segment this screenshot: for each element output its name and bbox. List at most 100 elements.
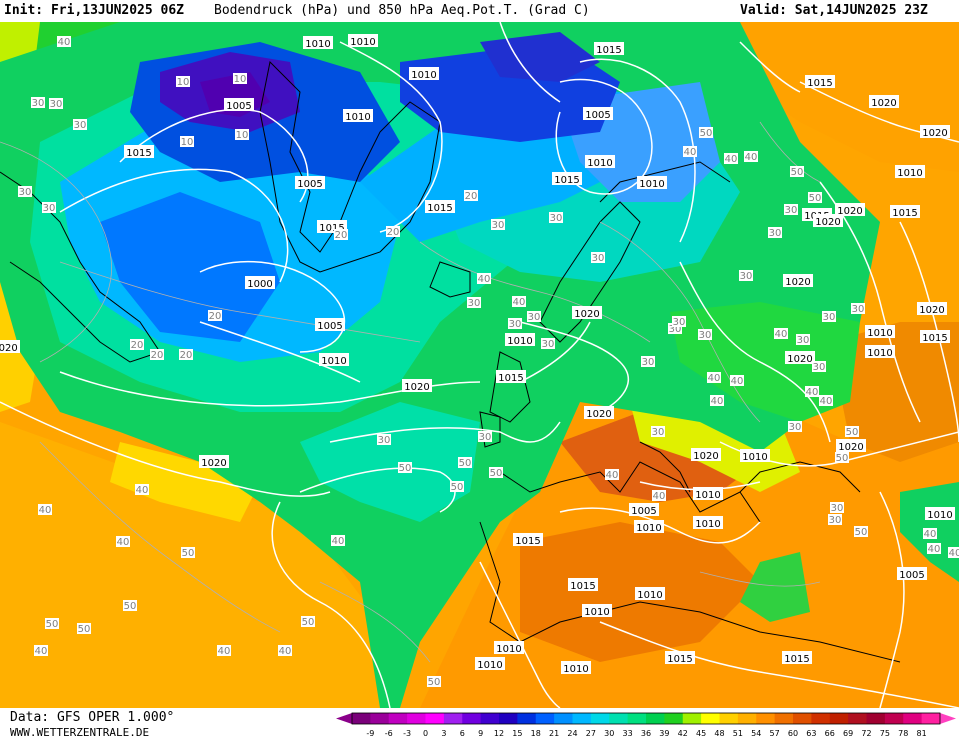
map-footer: Data: GFS OPER 1.000° WWW.WETTERZENTRALE… bbox=[0, 708, 959, 741]
colorbar-tick-label: 48 bbox=[714, 729, 724, 738]
isobar-label: 1020 bbox=[813, 214, 843, 228]
data-source: Data: GFS OPER 1.000° bbox=[10, 710, 175, 725]
theta-e-label: 20 bbox=[208, 310, 222, 322]
isobar-label-text: 1020 bbox=[404, 382, 429, 393]
isobar-label-text: 1020 bbox=[693, 451, 718, 462]
isobar-label-text: 1010 bbox=[695, 519, 720, 530]
isobar-label-text: 1015 bbox=[922, 333, 947, 344]
theta-e-label: 30 bbox=[788, 421, 802, 433]
theta-e-label-text: 50 bbox=[855, 527, 868, 538]
isobar-label-text: 1015 bbox=[515, 536, 540, 547]
isobar-label: 1015 bbox=[890, 205, 920, 219]
theta-e-label: 50 bbox=[427, 676, 441, 688]
theta-e-label: 30 bbox=[641, 356, 655, 368]
theta-e-label: 40 bbox=[774, 328, 788, 340]
isobar-label: 1010 bbox=[319, 353, 349, 367]
isobar-label-text: 1010 bbox=[345, 112, 370, 123]
theta-e-label-text: 30 bbox=[831, 503, 844, 514]
theta-e-label: 40 bbox=[57, 36, 71, 48]
theta-e-label: 30 bbox=[830, 502, 844, 514]
theta-e-label-text: 40 bbox=[708, 373, 721, 384]
theta-e-label: 50 bbox=[398, 462, 412, 474]
isobar-label: 1010 bbox=[343, 109, 373, 123]
colorbar-swatch bbox=[719, 713, 739, 724]
isobar-label-text: 1015 bbox=[554, 175, 579, 186]
colorbar-tick-label: 63 bbox=[806, 729, 816, 738]
theta-e-label: 30 bbox=[377, 434, 391, 446]
theta-e-label: 40 bbox=[724, 153, 738, 165]
isobar-label: 1005 bbox=[897, 567, 927, 581]
colorbar-tick-label: 30 bbox=[604, 729, 614, 738]
colorbar-swatch bbox=[535, 713, 555, 724]
colorbar-swatch bbox=[480, 713, 500, 724]
theta-e-label: 50 bbox=[181, 547, 195, 559]
theta-e-label: 30 bbox=[828, 514, 842, 526]
theta-e-label: 30 bbox=[784, 204, 798, 216]
theta-e-label: 20 bbox=[386, 226, 400, 238]
theta-e-label-text: 30 bbox=[50, 99, 63, 110]
theta-e-label: 50 bbox=[45, 618, 59, 630]
isobar-label: 1015 bbox=[568, 578, 598, 592]
theta-e-label-text: 20 bbox=[335, 230, 348, 241]
isobar-label: 1010 bbox=[505, 333, 535, 347]
theta-e-label-text: 50 bbox=[836, 453, 849, 464]
theta-e-label: 40 bbox=[819, 395, 833, 407]
isobar-label-text: 1010 bbox=[587, 158, 612, 169]
isobar-label: 1010 bbox=[635, 587, 665, 601]
theta-e-label-text: 40 bbox=[653, 491, 666, 502]
theta-e-label: 30 bbox=[672, 316, 686, 328]
colorbar-swatch bbox=[517, 713, 537, 724]
theta-e-label: 20 bbox=[130, 339, 144, 351]
isobar-label-text: 1010 bbox=[411, 70, 436, 81]
theta-e-label: 20 bbox=[334, 229, 348, 241]
colorbar-tick-label: 24 bbox=[567, 729, 577, 738]
colorbar-swatch bbox=[627, 713, 647, 724]
colorbar-swatch bbox=[903, 713, 923, 724]
theta-e-label: 50 bbox=[123, 600, 137, 612]
colorbar-swatch bbox=[921, 713, 941, 724]
colorbar-tick-label: 69 bbox=[843, 729, 853, 738]
colorbar-swatch bbox=[554, 713, 573, 724]
colorbar-tick-label: 42 bbox=[678, 729, 688, 738]
isobar-label-text: 1015 bbox=[126, 148, 151, 159]
theta-e-label-text: 40 bbox=[775, 329, 788, 340]
isobar-label-text: 1020 bbox=[0, 343, 18, 354]
theta-e-label-text: 50 bbox=[451, 482, 464, 493]
isobar-label-text: 1020 bbox=[837, 206, 862, 217]
theta-e-label-text: 30 bbox=[785, 205, 798, 216]
colorbar-swatch bbox=[701, 713, 720, 724]
isobar-label: 1015 bbox=[513, 533, 543, 547]
colorbar-swatch bbox=[756, 713, 776, 724]
isobar-label: 1010 bbox=[475, 657, 505, 671]
theta-e-label: 40 bbox=[923, 528, 937, 540]
theta-e-label: 30 bbox=[668, 323, 682, 335]
theta-e-label: 10 bbox=[176, 76, 190, 88]
theta-e-label-text: 50 bbox=[846, 427, 859, 438]
theta-e-label: 30 bbox=[527, 311, 541, 323]
isobar-label-text: 1015 bbox=[498, 373, 523, 384]
isobar-label-text: 1015 bbox=[427, 203, 452, 214]
isobar-label-text: 1010 bbox=[927, 510, 952, 521]
theta-e-label-text: 40 bbox=[820, 396, 833, 407]
theta-e-label: 50 bbox=[699, 127, 713, 139]
isobar-label: 1015 bbox=[594, 42, 624, 56]
colorbar-swatch bbox=[370, 713, 390, 724]
theta-e-label-text: 30 bbox=[652, 427, 665, 438]
colorbar-tick-label: 60 bbox=[788, 729, 798, 738]
theta-e-label: 30 bbox=[651, 426, 665, 438]
theta-e-label-text: 30 bbox=[542, 339, 555, 350]
theta-e-label: 50 bbox=[458, 457, 472, 469]
colorbar-tick-label: 57 bbox=[770, 729, 780, 738]
theta-e-label-text: 40 bbox=[218, 646, 231, 657]
theta-e-label-text: 30 bbox=[829, 515, 842, 526]
colorbar-tick-label: 72 bbox=[861, 729, 871, 738]
theta-e-label-text: 50 bbox=[399, 463, 412, 474]
isobar-label-text: 1010 bbox=[636, 523, 661, 534]
theta-e-label: 40 bbox=[707, 372, 721, 384]
theta-e-label-text: 20 bbox=[465, 191, 478, 202]
theta-e-label-text: 30 bbox=[740, 271, 753, 282]
isobar-label: 1010 bbox=[865, 345, 895, 359]
isobar-label: 1020 bbox=[785, 351, 815, 365]
isobar-label: 1020 bbox=[572, 306, 602, 320]
isobar-label-text: 1010 bbox=[477, 660, 502, 671]
